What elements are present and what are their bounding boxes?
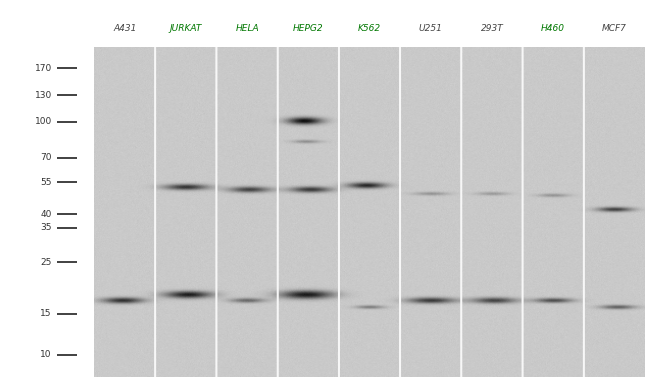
Text: 10: 10 — [40, 350, 52, 359]
Text: A431: A431 — [113, 25, 136, 33]
Text: 35: 35 — [40, 224, 52, 233]
Text: JURKAT: JURKAT — [170, 25, 202, 33]
Text: 15: 15 — [40, 309, 52, 318]
Text: HEPG2: HEPG2 — [293, 25, 324, 33]
Text: 170: 170 — [34, 63, 52, 73]
Text: U251: U251 — [419, 25, 443, 33]
Text: 55: 55 — [40, 178, 52, 187]
Text: 293T: 293T — [480, 25, 503, 33]
Text: 130: 130 — [34, 91, 52, 100]
Text: MCF7: MCF7 — [602, 25, 627, 33]
Text: 70: 70 — [40, 153, 52, 162]
Text: K562: K562 — [358, 25, 381, 33]
Text: HELA: HELA — [235, 25, 259, 33]
Text: 25: 25 — [40, 258, 52, 266]
Text: 40: 40 — [40, 210, 52, 219]
Text: 100: 100 — [34, 117, 52, 126]
Text: H460: H460 — [541, 25, 565, 33]
